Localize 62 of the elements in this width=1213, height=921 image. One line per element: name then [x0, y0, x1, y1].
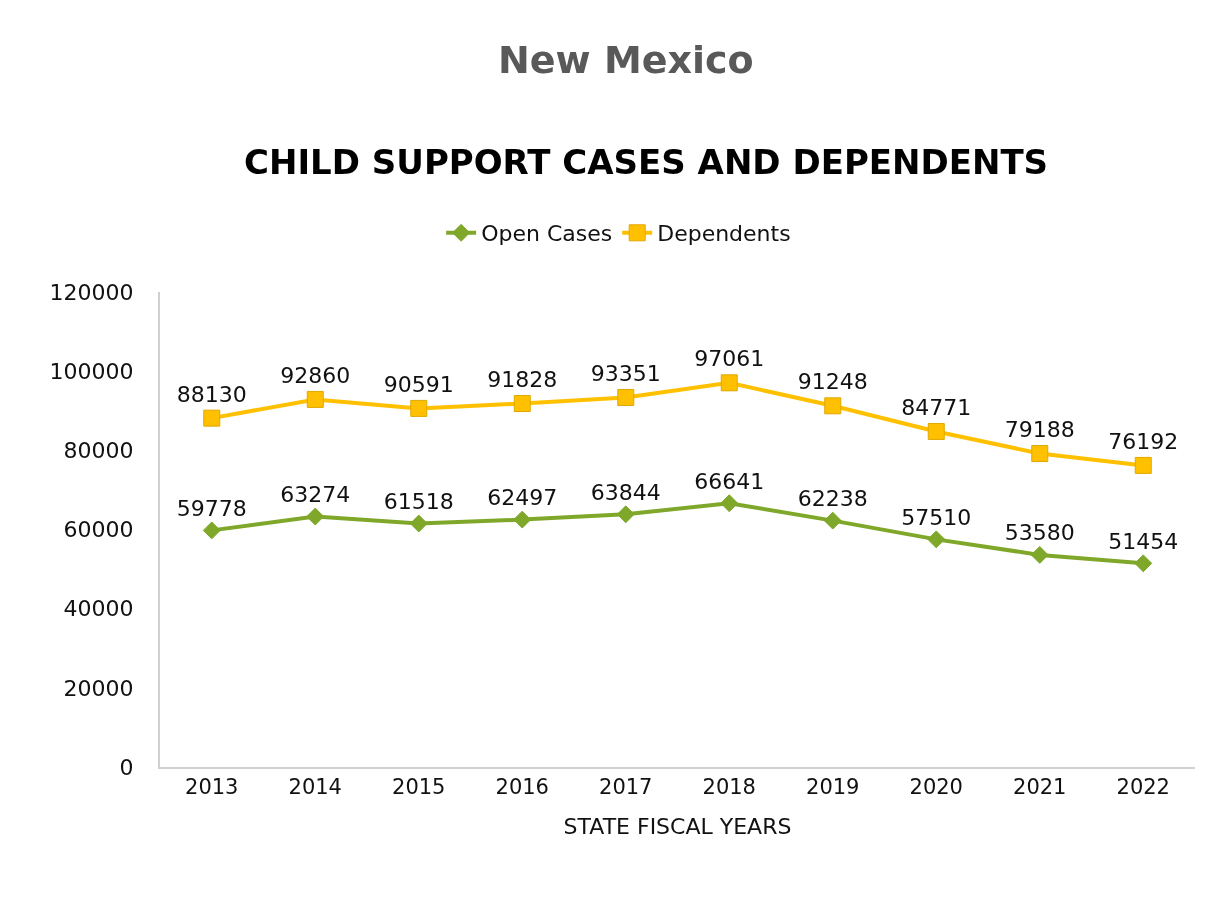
point: [927, 422, 945, 440]
point: [202, 521, 221, 540]
data-label: 57510: [901, 504, 972, 530]
data-label: 53580: [1004, 520, 1075, 546]
chart-subtitle: CHILD SUPPORT CASES AND DEPENDENTS: [244, 142, 1049, 182]
x-tick-label: 2015: [392, 775, 446, 800]
legend-label: Open Cases: [481, 221, 613, 247]
data-label: 92860: [280, 362, 351, 388]
point: [1134, 456, 1152, 474]
y-tick-label: 60000: [63, 517, 134, 543]
data-label: 97061: [694, 346, 765, 372]
data-label: 84771: [901, 394, 972, 420]
point: [513, 395, 531, 413]
data-label: 76192: [1108, 428, 1179, 454]
point: [823, 511, 842, 530]
x-tick-label: 2016: [495, 775, 549, 800]
x-tick-label: 2021: [1013, 775, 1067, 800]
point: [927, 530, 946, 549]
data-label: 93351: [590, 360, 661, 386]
x-tick-label: 2017: [599, 775, 653, 800]
data-label: 59778: [176, 495, 247, 521]
point: [409, 514, 428, 533]
point: [306, 390, 324, 408]
data-label: 62238: [797, 486, 868, 512]
data-label: 90591: [383, 371, 454, 397]
data-label: 51454: [1108, 528, 1179, 554]
data-label: 88130: [176, 381, 247, 407]
x-tick-label: 2014: [288, 775, 342, 800]
data-label: 61518: [383, 488, 454, 514]
x-tick-label: 2022: [1116, 775, 1170, 800]
point: [616, 505, 635, 524]
x-tick-label: 2020: [909, 775, 963, 800]
point: [1031, 445, 1049, 463]
data-label: 63274: [280, 481, 351, 507]
point: [1134, 554, 1153, 573]
data-label: 66641: [694, 468, 765, 494]
data-label: 79188: [1004, 417, 1075, 443]
data-label: 63844: [590, 479, 661, 505]
data-label: 62497: [487, 484, 558, 510]
point: [1030, 545, 1049, 564]
y-tick-label: 120000: [49, 279, 134, 305]
point: [720, 374, 738, 392]
point: [513, 510, 532, 529]
data-label: 91828: [487, 367, 558, 393]
x-axis-title: STATE FISCAL YEARS: [563, 813, 792, 839]
chart-title: New Mexico: [498, 38, 754, 82]
point: [203, 409, 221, 427]
point: [306, 507, 325, 526]
point: [617, 388, 635, 406]
y-tick-label: 0: [119, 754, 134, 780]
x-tick-label: 2019: [806, 775, 860, 800]
y-tick-label: 80000: [63, 438, 134, 464]
point: [720, 494, 739, 513]
y-tick-label: 100000: [49, 358, 134, 384]
y-tick-label: 40000: [63, 596, 134, 622]
y-tick-label: 20000: [63, 675, 134, 701]
point: [824, 397, 842, 415]
legend-label: Dependents: [657, 221, 791, 247]
data-label: 91248: [797, 369, 868, 395]
x-tick-label: 2013: [185, 775, 239, 800]
point: [410, 399, 428, 417]
x-tick-label: 2018: [702, 775, 756, 800]
